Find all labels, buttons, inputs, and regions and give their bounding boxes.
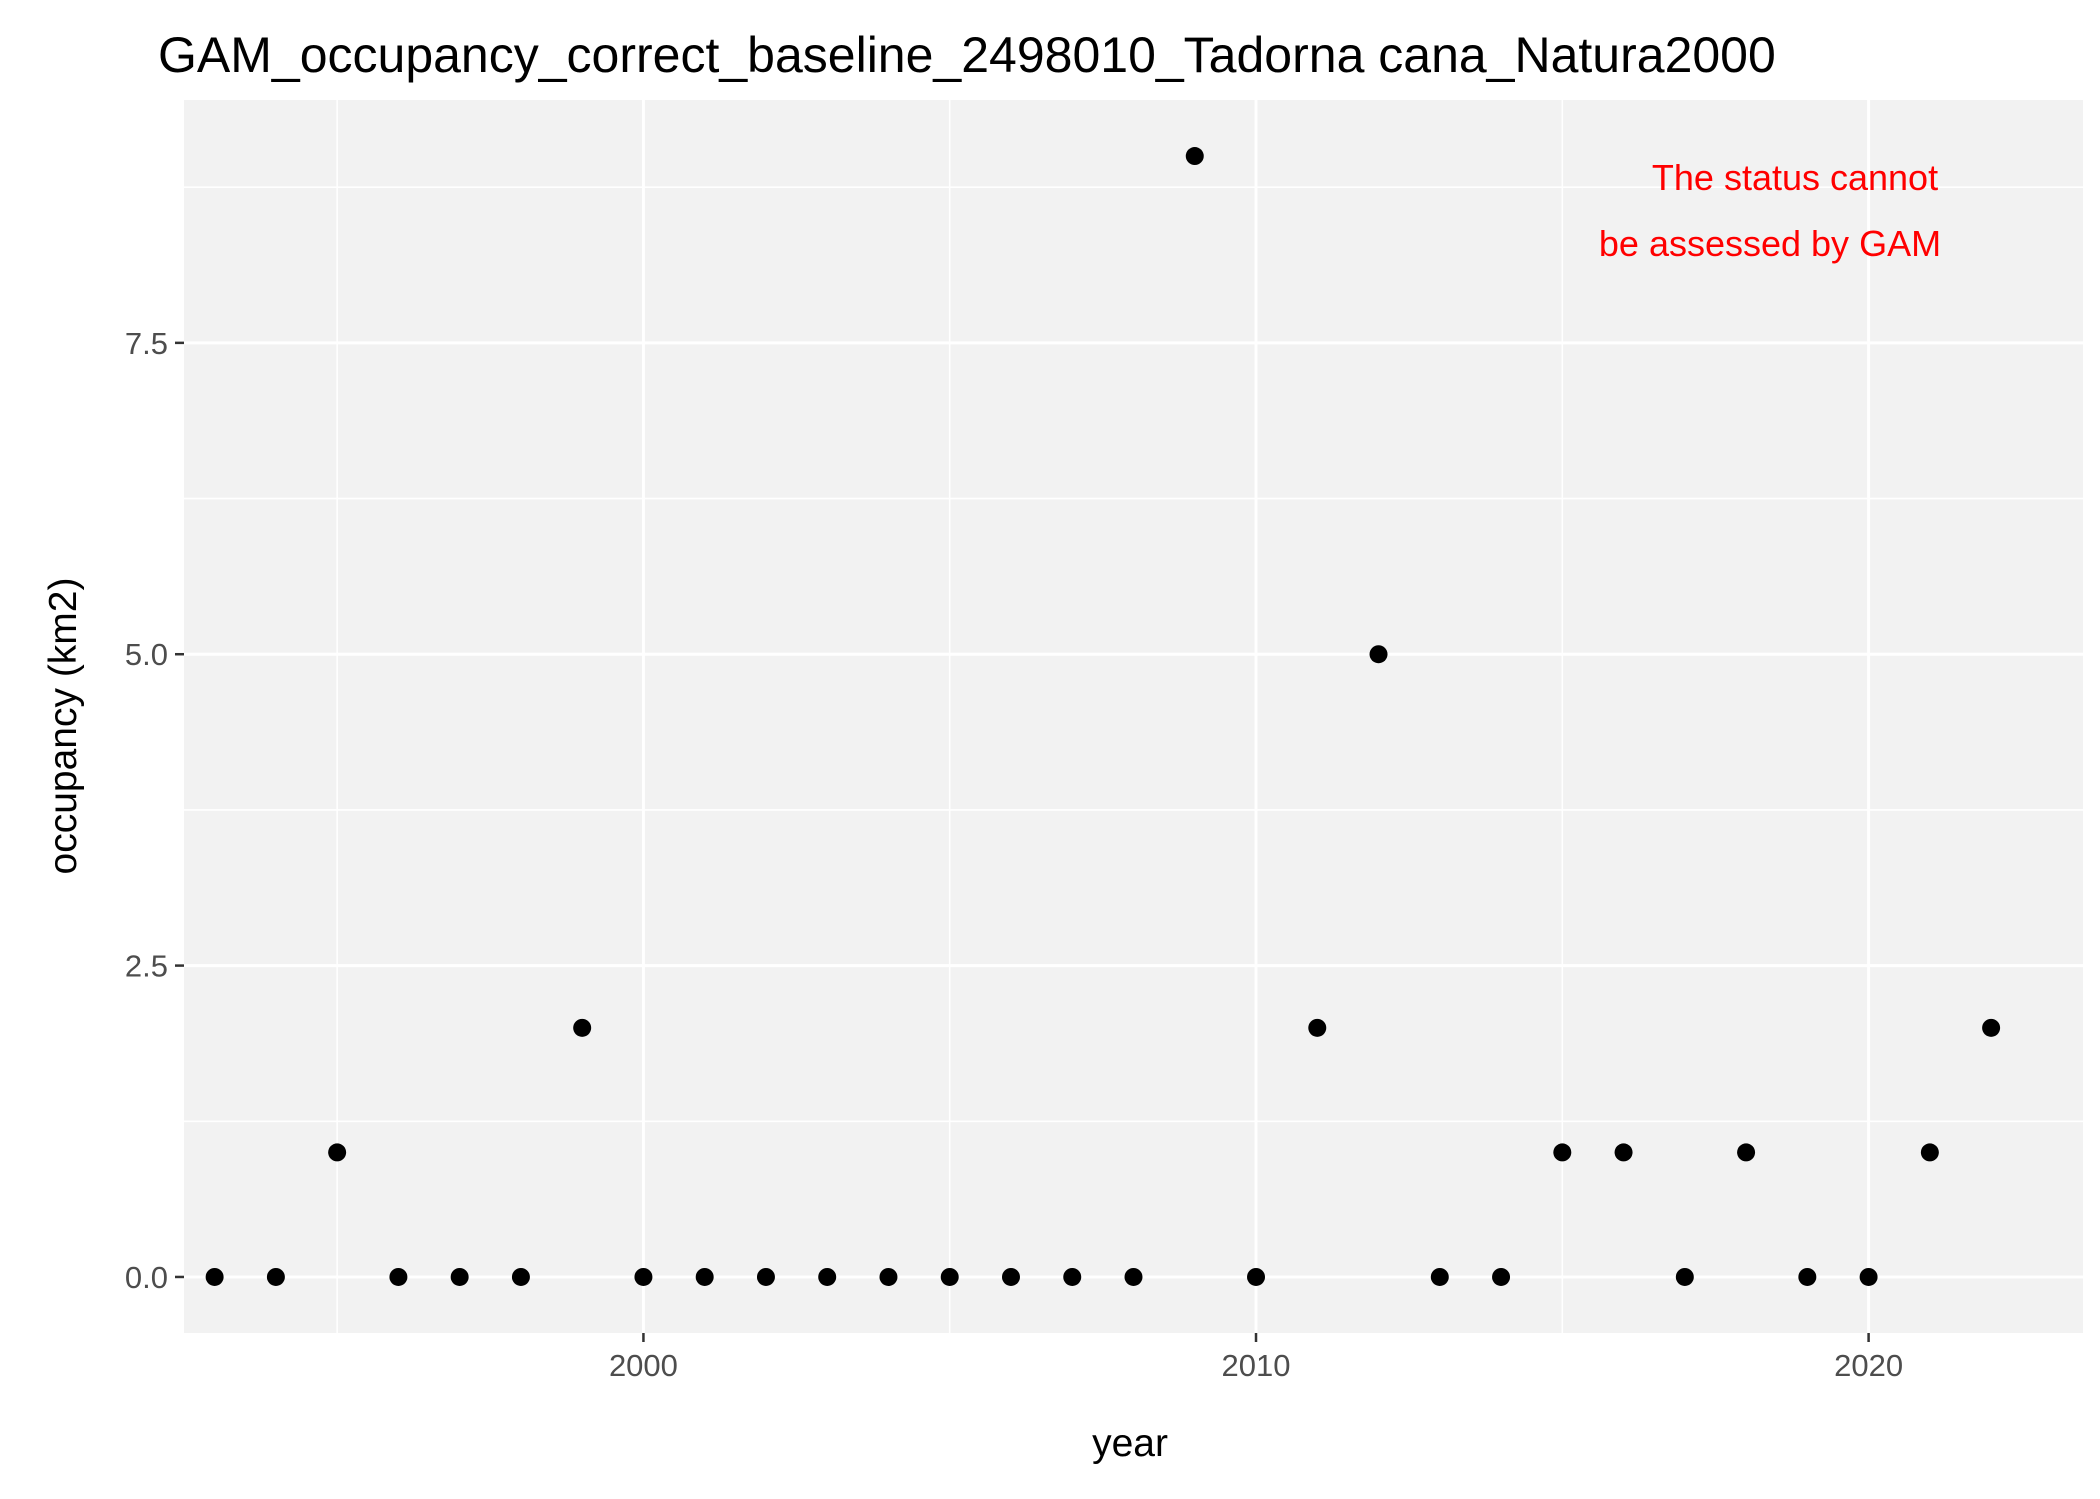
y-axis: 0.0 2.5 5.0 7.5 [125, 326, 184, 1295]
data-point [634, 1267, 653, 1286]
data-point [511, 1267, 530, 1286]
major-gridlines [184, 100, 2083, 1333]
x-axis: 2000 2010 2020 [609, 1333, 1903, 1383]
data-point [1247, 1267, 1266, 1286]
x-tick-label: 2020 [1834, 1348, 1903, 1383]
annotation-line-2: be assessed by GAM [1599, 223, 1941, 264]
data-point [389, 1267, 408, 1286]
chart-title: GAM_occupancy_correct_baseline_2498010_T… [158, 27, 1776, 83]
y-axis-title: occupancy (km2) [42, 578, 85, 875]
data-point [1553, 1143, 1572, 1162]
data-point [1675, 1267, 1694, 1286]
data-point [1614, 1143, 1633, 1162]
y-tick-label: 7.5 [125, 326, 168, 361]
data-point [1369, 645, 1388, 664]
y-tick-label: 0.0 [125, 1260, 168, 1295]
data-point [573, 1018, 592, 1037]
plot-panel [184, 100, 2083, 1333]
data-point [1308, 1018, 1327, 1037]
data-point [695, 1267, 714, 1286]
minor-gridlines [184, 100, 2083, 1333]
y-tick-label: 5.0 [125, 637, 168, 672]
data-point [1124, 1267, 1143, 1286]
data-point [1920, 1143, 1939, 1162]
y-tick-label: 2.5 [125, 949, 168, 984]
data-point [1859, 1267, 1878, 1286]
data-point [450, 1267, 469, 1286]
x-tick-label: 2010 [1222, 1348, 1291, 1383]
data-point [1982, 1018, 2001, 1037]
data-point [818, 1267, 837, 1286]
data-point [205, 1267, 224, 1286]
data-point [328, 1143, 347, 1162]
data-point [1737, 1143, 1756, 1162]
data-point [1430, 1267, 1449, 1286]
x-axis-title: year [1092, 1422, 1168, 1465]
data-points [205, 147, 2001, 1286]
data-point [1001, 1267, 1020, 1286]
data-point [879, 1267, 898, 1286]
annotation-line-1: The status cannot [1652, 157, 1938, 198]
data-point [756, 1267, 775, 1286]
data-point [1063, 1267, 1082, 1286]
x-tick-label: 2000 [609, 1348, 678, 1383]
data-point [266, 1267, 285, 1286]
data-point [1798, 1267, 1817, 1286]
data-point [1492, 1267, 1511, 1286]
data-point [1185, 147, 1204, 166]
data-point [940, 1267, 959, 1286]
